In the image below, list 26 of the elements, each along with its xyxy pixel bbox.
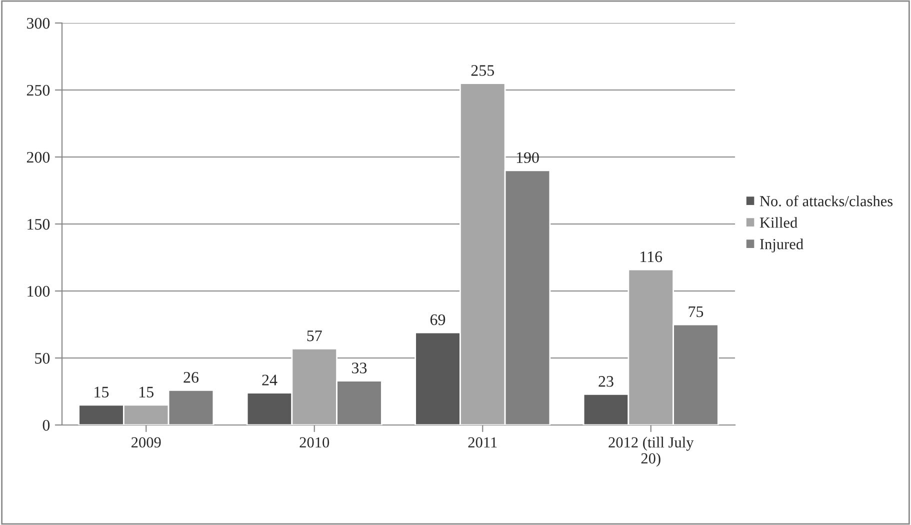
- y-tick-label: 0: [42, 420, 50, 431]
- data-label: 255: [471, 65, 494, 76]
- data-label: 24: [262, 374, 278, 386]
- data-label: 116: [640, 251, 662, 262]
- data-label: 69: [430, 314, 446, 326]
- y-tick-label: 200: [26, 152, 50, 163]
- legend-label: Killed: [760, 217, 798, 228]
- data-label: 15: [94, 386, 109, 398]
- data-label: 23: [598, 376, 614, 387]
- data-label: 15: [140, 386, 154, 398]
- x-tick-label: 2012 (till July 20): [608, 436, 694, 467]
- legend-label: Injured: [760, 238, 804, 252]
- data-label: 75: [688, 306, 704, 318]
- x-tick-label: 2010: [300, 437, 330, 448]
- y-tick-label: 100: [28, 286, 50, 297]
- legend-label: No. of attacks/clashes: [760, 195, 893, 206]
- y-tick-label: 250: [26, 84, 50, 96]
- x-tick-label: 2009: [132, 437, 161, 448]
- y-tick-label: 50: [35, 352, 50, 364]
- data-label: 190: [516, 152, 539, 163]
- y-tick-label: 150: [28, 218, 50, 230]
- data-label: 26: [184, 372, 198, 383]
- y-tick-label: 300: [27, 18, 50, 29]
- x-tick-label: 2011: [468, 437, 497, 448]
- data-label: 33: [352, 362, 367, 374]
- data-label: 57: [307, 330, 322, 342]
